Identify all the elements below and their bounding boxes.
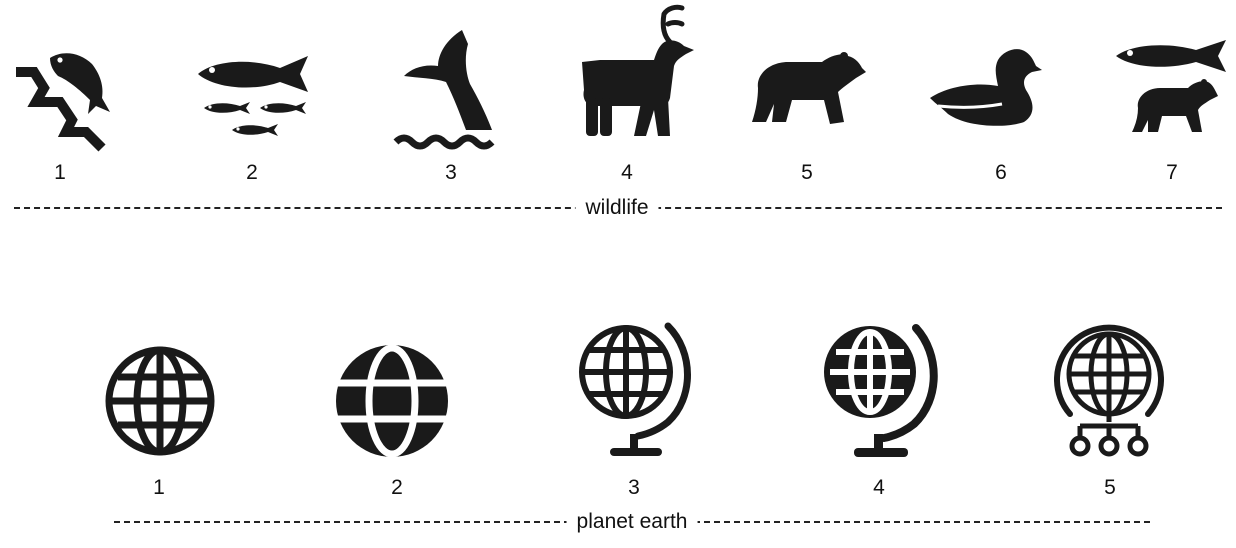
wildlife-number-3: 3 (445, 161, 457, 184)
deer-icon (582, 4, 694, 136)
desk-globe-icon (579, 322, 691, 456)
wildlife-number-6: 6 (995, 161, 1007, 184)
fish-jumping-stream-icon (16, 53, 110, 152)
bear-icon (752, 52, 866, 124)
desk-globe-bold-icon (824, 324, 938, 457)
fish-school-icon (198, 56, 308, 136)
wildlife-number-1: 1 (54, 161, 66, 184)
planet-earth-number-4: 4 (873, 476, 885, 499)
planet-earth-number-2: 2 (391, 476, 403, 499)
planet-earth-number-5: 5 (1104, 476, 1116, 499)
globe-network-icon (1054, 324, 1164, 457)
whale-tail-icon (393, 30, 495, 150)
planet-earth-section-label: planet earth (566, 510, 698, 534)
fish-and-bear-icon (1116, 40, 1226, 132)
wildlife-number-2: 2 (246, 161, 258, 184)
wildlife-number-5: 5 (801, 161, 813, 184)
planet-earth-number-3: 3 (628, 476, 640, 499)
globe-solid-icon (336, 344, 448, 458)
globe-grid-icon (105, 346, 215, 456)
planet-earth-number-1: 1 (153, 476, 165, 499)
wildlife-number-4: 4 (621, 161, 633, 184)
duck-icon (930, 49, 1042, 126)
wildlife-section-label: wildlife (575, 196, 659, 220)
wildlife-number-7: 7 (1166, 161, 1178, 184)
